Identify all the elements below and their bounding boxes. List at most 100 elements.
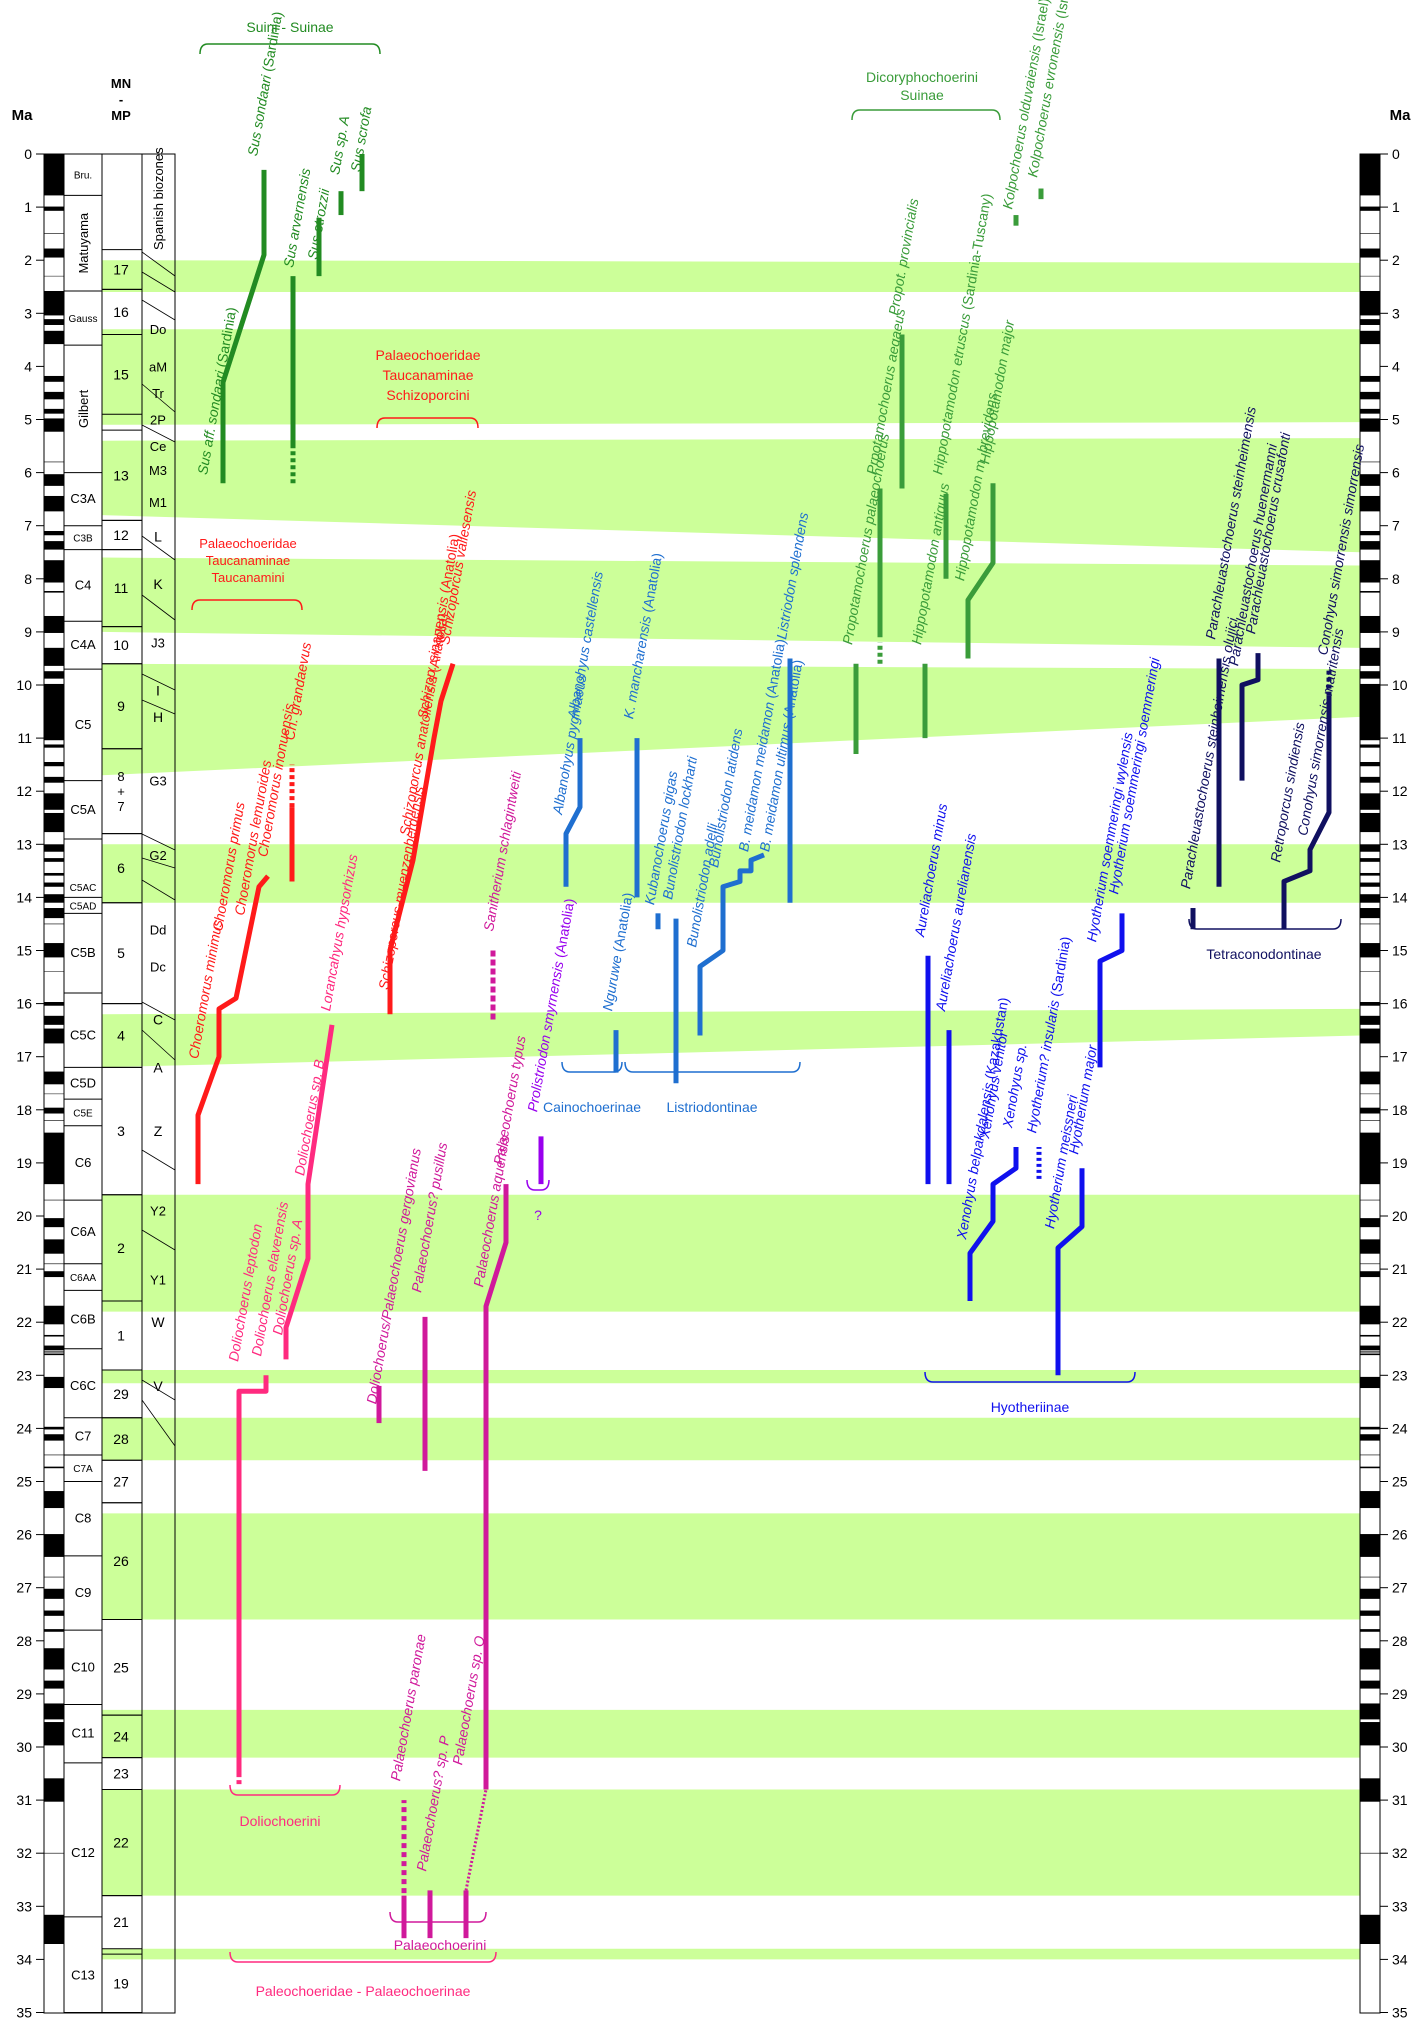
polarity-normal	[44, 908, 64, 919]
biozone-label: W	[151, 1314, 165, 1330]
taxon-genus: Nguruwe	[599, 954, 625, 1012]
mn-header: MN	[111, 76, 131, 91]
green-band	[102, 1008, 1360, 1068]
group-label: Taucanaminae	[206, 553, 291, 568]
polarity-normal	[44, 1334, 64, 1337]
biozone-label: C	[153, 1012, 163, 1028]
group-bracket	[229, 1951, 497, 1963]
group-label: Cainochoerinae	[543, 1099, 641, 1115]
mn-label: 9	[117, 698, 125, 714]
tick-label-right: 33	[1392, 1898, 1408, 1914]
group-label: Paleochoeridae - Palaeochoerinae	[256, 1983, 471, 1999]
polarity-normal	[1360, 1703, 1380, 1720]
right-axis: Ma 0123456789101112131415161718192021222…	[1359, 107, 1411, 2021]
tick-label-right: 21	[1392, 1261, 1408, 1277]
polarity-normal	[44, 1345, 64, 1351]
polarity-normal	[44, 671, 64, 679]
range-line	[236, 1375, 269, 1774]
tick-label-left: 17	[16, 1049, 32, 1065]
taxon-genus: Sus	[280, 242, 300, 269]
polarity-normal	[1360, 1107, 1380, 1114]
chron-label: C6A	[70, 1224, 96, 1239]
biozones-title: Spanish biozones	[151, 147, 166, 250]
polarity-normal	[1360, 1305, 1380, 1325]
chron-label: C5	[75, 717, 92, 732]
group-label: Suini - Suinae	[246, 19, 333, 35]
tick-label-left: 1	[24, 199, 32, 215]
tick-label-right: 22	[1392, 1314, 1408, 1330]
mn-label: 10	[113, 637, 129, 653]
chron-label: C7A	[73, 1464, 93, 1475]
tick-label-right: 23	[1392, 1367, 1408, 1383]
group-label: Doliochoerini	[240, 1813, 321, 1829]
range-line	[283, 1024, 335, 1360]
polarity-normal	[44, 1466, 64, 1469]
tick-label-left: 21	[16, 1261, 32, 1277]
green-band	[102, 1948, 1360, 1960]
polarity-normal	[1360, 541, 1380, 550]
polarity-normal	[44, 647, 64, 666]
tick-label-left: 5	[24, 412, 32, 428]
group-label: Palaeochoeridae	[199, 536, 297, 551]
polarity-normal	[44, 1722, 64, 1746]
polarity-normal	[1360, 1345, 1380, 1351]
polarity-normal	[44, 812, 64, 833]
taxon-epithet: sp. P	[431, 1734, 453, 1773]
taxon-epithet: adelli	[699, 821, 721, 861]
taxon-epithet: strozzii	[308, 187, 332, 237]
taxon-label: Sus scrofa	[347, 105, 374, 173]
tick-label-left: 2	[24, 252, 32, 268]
polarity-normal	[1360, 375, 1380, 382]
taxon-genus: Sus	[326, 149, 346, 176]
polarity-normal	[1360, 290, 1380, 316]
polarity-normal	[44, 1426, 64, 1430]
chron-label: C3B	[73, 534, 93, 545]
polarity-normal	[44, 858, 64, 862]
group-bracket	[624, 1061, 801, 1073]
tick-label-right: 28	[1392, 1633, 1408, 1649]
tick-label-right: 29	[1392, 1686, 1408, 1702]
polarity-normal	[44, 882, 64, 887]
polarity-normal	[1360, 894, 1380, 903]
polarity-normal	[44, 872, 64, 876]
tick-label-left: 19	[16, 1155, 32, 1171]
taxon-genus: Conohyus	[1294, 772, 1321, 837]
biozone-label: 2P	[150, 413, 166, 428]
tick-label-right: 34	[1392, 1951, 1408, 1967]
taxon-epithet: major	[1078, 1043, 1101, 1085]
polarity-normal	[44, 776, 64, 783]
group-bracket	[526, 1179, 550, 1191]
polarity-normal	[44, 761, 64, 767]
chron-label: Bru.	[74, 171, 92, 182]
polarity-normal	[44, 330, 64, 345]
taxon-epithet: minus	[927, 802, 950, 845]
mn-label: 7	[117, 799, 124, 814]
polarity-normal	[1360, 1218, 1380, 1228]
group-bracket	[561, 1061, 623, 1073]
polarity-normal	[44, 319, 64, 325]
polarity-normal	[44, 1239, 64, 1254]
chron-label: C5B	[70, 945, 95, 960]
biozone-label: Tr	[152, 386, 164, 401]
polarity-normal	[1360, 761, 1380, 767]
polarity-normal	[1360, 812, 1380, 833]
mn-label: 5	[117, 945, 125, 961]
tick-label-left: 30	[16, 1739, 32, 1755]
taxon-epithet: sp. B	[305, 1058, 327, 1096]
range-line	[1239, 653, 1261, 781]
group-bracket	[924, 1371, 1136, 1383]
biozone-label: Dd	[150, 922, 167, 937]
taxon-genus: Lorancahyus	[317, 930, 347, 1012]
mn-label: 29	[113, 1386, 129, 1402]
polarity-normal	[44, 375, 64, 382]
polarity-normal	[1360, 408, 1380, 414]
mn-label: 24	[113, 1728, 129, 1744]
tick-label-left: 6	[24, 465, 32, 481]
mn-label: 15	[113, 366, 129, 382]
tick-label-left: 34	[16, 1951, 32, 1967]
mn-label: 28	[113, 1431, 129, 1447]
group-label: Listriodontinae	[666, 1099, 757, 1115]
range-line	[464, 1789, 488, 1891]
taxon-genus: Propot.	[885, 269, 909, 316]
green-band	[102, 260, 1360, 293]
